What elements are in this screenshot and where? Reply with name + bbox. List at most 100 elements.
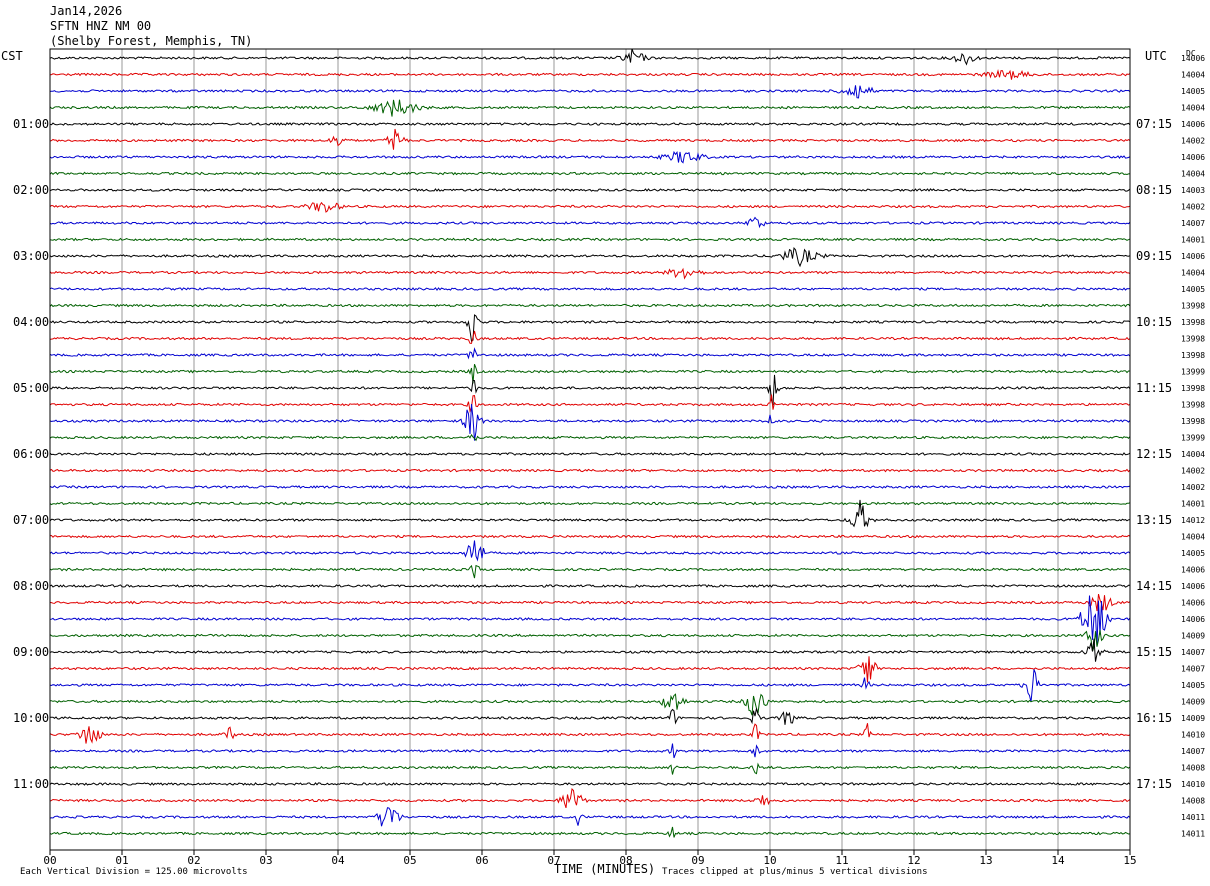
trace-row-9	[49, 201, 1131, 213]
trace-row-28	[49, 499, 1131, 528]
left-hour-label: 07:00	[13, 513, 49, 527]
footer-clip-note: Traces clipped at plus/minus 5 vertical …	[662, 867, 928, 877]
x-tick-label-15: 15	[1123, 854, 1136, 867]
trace-row-7	[49, 171, 1131, 176]
trace-row-37	[50, 656, 1131, 683]
x-tick-label-00: 00	[43, 854, 56, 867]
dc-offset-row-23: 13999	[1181, 434, 1205, 443]
dc-offset-row-28: 14012	[1181, 516, 1205, 525]
dc-offset-row-6: 14006	[1181, 153, 1205, 162]
right-hour-label: 14:15	[1136, 579, 1172, 593]
trace-row-14	[49, 287, 1131, 291]
left-timezone-label: CST	[1, 49, 23, 63]
dc-offset-row-32: 14006	[1181, 582, 1205, 591]
x-tick-label-07: 07	[547, 854, 560, 867]
right-timezone-label: UTC	[1145, 49, 1167, 63]
trace-row-11	[49, 237, 1131, 242]
trace-row-35	[49, 630, 1131, 652]
dc-offset-row-45: 14008	[1181, 797, 1205, 806]
x-tick-label-09: 09	[691, 854, 704, 867]
dc-offset-row-39: 14009	[1181, 698, 1205, 707]
trace-row-17	[49, 330, 1131, 344]
traces	[49, 48, 1131, 838]
dc-offset-row-9: 14002	[1181, 203, 1205, 212]
trace-row-25	[49, 468, 1131, 473]
dc-offset-row-35: 14009	[1181, 632, 1205, 641]
dc-offset-row-10: 14007	[1181, 219, 1205, 228]
right-hour-label: 10:15	[1136, 315, 1172, 329]
x-tick-label-10: 10	[763, 854, 776, 867]
right-hour-label: 11:15	[1136, 381, 1172, 395]
x-tick-label-08: 08	[619, 854, 632, 867]
dc-offset-row-42: 14007	[1181, 747, 1205, 756]
dc-offset-row-2: 14005	[1181, 87, 1205, 96]
trace-row-34	[49, 595, 1131, 647]
right-hour-label: 07:15	[1136, 117, 1172, 131]
x-tick-label-14: 14	[1051, 854, 1065, 867]
dc-offset-row-47: 14011	[1181, 830, 1205, 839]
left-hour-label: 06:00	[13, 447, 49, 461]
left-hour-label: 03:00	[13, 249, 49, 263]
trace-row-6	[49, 150, 1131, 164]
trace-row-8	[49, 188, 1131, 192]
dc-offset-row-0: 14006	[1181, 54, 1205, 63]
dc-offset-row-17: 13998	[1181, 335, 1205, 344]
trace-row-3	[49, 99, 1131, 117]
dc-offset-row-26: 14002	[1181, 483, 1205, 492]
dc-offset-row-22: 13998	[1181, 417, 1205, 426]
right-hour-label: 09:15	[1136, 249, 1172, 263]
trace-row-2	[49, 85, 1131, 99]
dc-offset-row-4: 14006	[1181, 120, 1205, 129]
dc-offset-row-14: 14005	[1181, 285, 1205, 294]
dc-offset-row-19: 13999	[1181, 368, 1205, 377]
right-hour-label: 12:15	[1136, 447, 1172, 461]
trace-row-33	[49, 593, 1131, 612]
trace-row-42	[49, 743, 1131, 759]
trace-row-13	[49, 267, 1131, 280]
right-hour-label: 15:15	[1136, 645, 1172, 659]
trace-row-21	[49, 394, 1131, 413]
trace-row-1	[49, 69, 1131, 80]
dc-offset-row-16: 13998	[1181, 318, 1205, 327]
dc-offset-row-43: 14008	[1181, 764, 1205, 773]
dc-offset-row-46: 14011	[1181, 813, 1205, 822]
trace-row-40	[49, 708, 1131, 725]
trace-row-47	[49, 826, 1131, 838]
dc-offset-row-3: 14004	[1181, 104, 1205, 113]
x-tick-label-04: 04	[331, 854, 345, 867]
dc-offset-row-41: 14010	[1181, 731, 1205, 740]
trace-row-38	[49, 669, 1131, 703]
x-axis-label: TIME (MINUTES)	[554, 862, 656, 876]
trace-row-20	[49, 374, 1131, 406]
dc-offset-row-38: 14005	[1181, 681, 1205, 690]
trace-row-31	[49, 564, 1131, 579]
trace-row-19	[49, 364, 1130, 384]
axes	[49, 48, 1131, 855]
left-hour-label: 01:00	[13, 117, 49, 131]
trace-row-46	[49, 807, 1131, 827]
trace-row-22	[49, 404, 1131, 441]
left-hour-label: 02:00	[13, 183, 49, 197]
dc-offset-row-11: 14001	[1181, 236, 1205, 245]
trace-row-24	[49, 452, 1131, 456]
trace-row-29	[49, 534, 1131, 539]
dc-offset-row-40: 14009	[1181, 714, 1205, 723]
x-tick-label-03: 03	[259, 854, 272, 867]
trace-row-45	[49, 787, 1131, 809]
trace-row-27	[49, 501, 1131, 506]
x-tick-label-01: 01	[115, 854, 128, 867]
trace-row-4	[49, 122, 1131, 126]
left-hour-label: 04:00	[13, 315, 49, 329]
dc-offset-row-27: 14001	[1181, 500, 1205, 509]
dc-offset-row-15: 13998	[1181, 302, 1205, 311]
dc-offset-row-44: 14010	[1181, 780, 1205, 789]
x-tick-label-06: 06	[475, 854, 488, 867]
x-tick-label-13: 13	[979, 854, 992, 867]
x-tick-label-05: 05	[403, 854, 416, 867]
dc-offset-row-33: 14006	[1181, 599, 1205, 608]
trace-row-10	[49, 216, 1131, 229]
trace-row-16	[49, 314, 1131, 342]
plot-frame	[49, 48, 1131, 851]
dc-offset-row-5: 14002	[1181, 137, 1205, 146]
